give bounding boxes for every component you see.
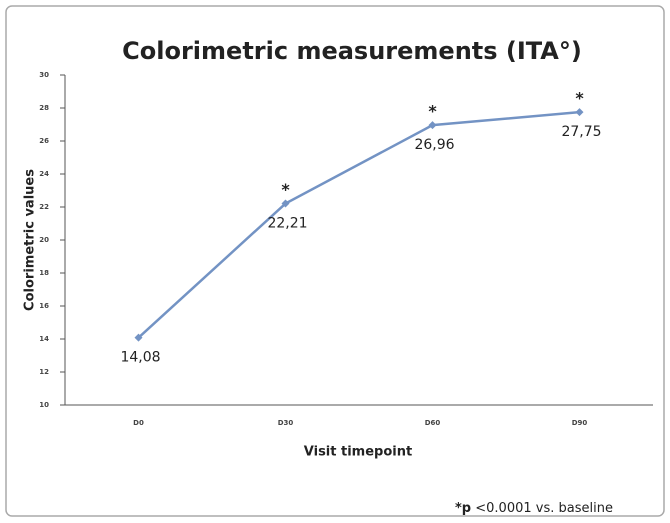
y-tick-label: 30: [39, 71, 49, 79]
y-tick-label: 16: [39, 302, 49, 310]
y-tick-label: 22: [39, 203, 49, 211]
significance-label: *: [281, 180, 290, 199]
x-tick-label: D30: [278, 419, 294, 427]
significance-label: *: [575, 89, 584, 108]
x-tick-label: D60: [425, 419, 441, 427]
y-axis-label: Colorimetric values: [23, 169, 38, 311]
y-tick-label: 24: [39, 170, 49, 178]
y-tick-label: 26: [39, 137, 49, 145]
frame: [5, 5, 665, 517]
data-point: [134, 333, 143, 342]
x-tick-label: D0: [133, 419, 144, 427]
data-label: 26,96: [414, 137, 454, 153]
footnote-bold: *p: [455, 501, 471, 516]
x-axis-label: Visit timepoint: [304, 445, 412, 460]
data-label: 14,08: [120, 350, 160, 366]
footnote: *p <0.0001 vs. baseline: [455, 501, 613, 516]
y-tick-label: 28: [39, 104, 49, 112]
footnote-text: <0.0001 vs. baseline: [475, 501, 613, 516]
data-point: [281, 199, 290, 208]
significance-label: *: [428, 102, 437, 121]
data-label: 27,75: [561, 124, 601, 140]
data-label: 22,21: [267, 216, 307, 232]
x-tick-label: D90: [572, 419, 588, 427]
chart-title: Colorimetric measurements (ITA°): [122, 37, 582, 65]
y-tick-label: 12: [39, 368, 49, 376]
y-tick-label: 14: [39, 335, 49, 343]
data-point: [575, 108, 584, 117]
data-point: [428, 121, 437, 130]
y-tick-label: 10: [39, 401, 49, 409]
y-tick-label: 18: [39, 269, 49, 277]
data-line: [137, 110, 580, 339]
y-tick-label: 20: [39, 236, 49, 244]
